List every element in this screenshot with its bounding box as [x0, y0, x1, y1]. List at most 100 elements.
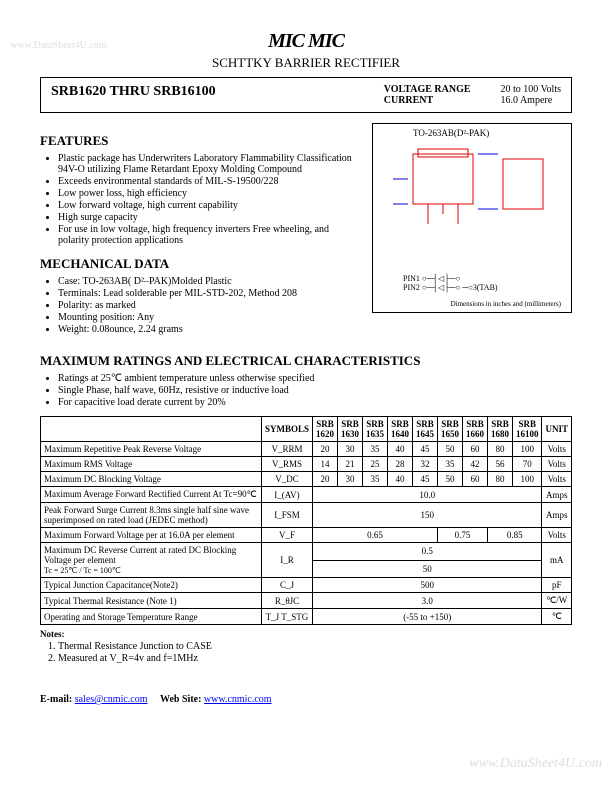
web-link[interactable]: www.cnmic.com	[204, 694, 272, 705]
sym-cell: I_R	[261, 543, 312, 578]
val-cell: 40	[387, 442, 412, 457]
list-item: Polarity: as marked	[58, 300, 362, 311]
list-item: Exceeds environmental standards of MIL-S…	[58, 176, 362, 187]
param-cell: Typical Junction Capacitance(Note2)	[41, 578, 262, 593]
mechanical-heading: MECHANICAL DATA	[40, 256, 362, 272]
val-cell: 0.5	[312, 543, 542, 561]
watermark-top: www.DataSheet4U.com	[10, 40, 107, 51]
sym-cell: V_F	[261, 528, 312, 543]
list-item: Single Phase, half wave, 60Hz, resistive…	[58, 385, 572, 396]
val-cell: 50	[312, 560, 542, 578]
sym-cell: V_RRM	[261, 442, 312, 457]
val-cell: 35	[362, 472, 387, 487]
val-cell: 21	[337, 457, 362, 472]
col-part: SRB1630	[337, 417, 362, 442]
unit-cell: Volts	[542, 472, 572, 487]
unit-cell: ℃	[542, 609, 572, 625]
param-cell: Maximum RMS Voltage	[41, 457, 262, 472]
unit-cell: Volts	[542, 442, 572, 457]
list-item: Case: TO-263AB( D²–PAK)Molded Plastic	[58, 276, 362, 287]
param-cell: Operating and Storage Temperature Range	[41, 609, 262, 625]
part-range: SRB1620 THRU SRB16100	[51, 84, 384, 106]
list-item: Ratings at 25℃ ambient temperature unles…	[58, 373, 572, 384]
val-cell: 150	[312, 503, 542, 528]
voltage-label: VOLTAGE RANGE	[384, 84, 471, 95]
sym-cell: V_DC	[261, 472, 312, 487]
header-box: SRB1620 THRU SRB16100 VOLTAGE RANGE 20 t…	[40, 77, 572, 113]
list-item: Weight: 0.08ounce, 2.24 grams	[58, 324, 362, 335]
col-part: SRB1645	[412, 417, 437, 442]
val-cell: 45	[412, 472, 437, 487]
features-list: Plastic package has Underwriters Laborat…	[58, 153, 362, 246]
list-item: Low power loss, high efficiency	[58, 188, 362, 199]
footer: E-mail: sales@cnmic.com Web Site: www.cn…	[40, 694, 572, 705]
val-cell: 80	[487, 472, 512, 487]
email-link[interactable]: sales@cnmic.com	[75, 694, 148, 705]
col-part: SRB1680	[487, 417, 512, 442]
val-cell: 45	[412, 442, 437, 457]
list-item: Mounting position: Any	[58, 312, 362, 323]
val-cell: 32	[412, 457, 437, 472]
list-item: Low forward voltage, high current capabi…	[58, 200, 362, 211]
sym-cell: V_RMS	[261, 457, 312, 472]
param-cell: Maximum Repetitive Peak Reverse Voltage	[41, 442, 262, 457]
val-cell: 100	[512, 442, 542, 457]
logo-text: MIC MIC	[268, 30, 344, 52]
val-cell: 3.0	[312, 593, 542, 609]
sym-cell: I_FSM	[261, 503, 312, 528]
col-unit: UNIT	[542, 417, 572, 442]
mechanical-list: Case: TO-263AB( D²–PAK)Molded PlasticTer…	[58, 276, 362, 335]
email-label: E-mail:	[40, 694, 72, 705]
val-cell: 35	[362, 442, 387, 457]
val-cell: 40	[387, 472, 412, 487]
val-cell: 30	[337, 442, 362, 457]
param-cell: Peak Forward Surge Current 8.3ms single …	[41, 503, 262, 528]
val-cell: 0.75	[437, 528, 487, 543]
header-specs: VOLTAGE RANGE 20 to 100 Volts CURRENT 16…	[384, 84, 561, 106]
col-param	[41, 417, 262, 442]
package-diagram: TO-263AB(D²-PAK) PIN1 ○─┤◁├─○PIN2 ○─┤◁├─…	[372, 123, 572, 313]
unit-cell: Amps	[542, 487, 572, 503]
val-cell: 60	[462, 442, 487, 457]
param-cell: Maximum Average Forward Rectified Curren…	[41, 487, 262, 503]
unit-cell: Volts	[542, 457, 572, 472]
val-cell: 100	[512, 472, 542, 487]
col-part: SRB1660	[462, 417, 487, 442]
sym-cell: C_J	[261, 578, 312, 593]
pin-symbol: PIN1 ○─┤◁├─○PIN2 ○─┤◁├─○ ─○3(TAB)	[403, 274, 498, 292]
col-symbols: SYMBOLS	[261, 417, 312, 442]
val-cell: 25	[362, 457, 387, 472]
package-label: TO-263AB(D²-PAK)	[413, 128, 489, 138]
unit-cell: pF	[542, 578, 572, 593]
web-label: Web Site:	[160, 694, 201, 705]
unit-cell: mA	[542, 543, 572, 578]
val-cell: 500	[312, 578, 542, 593]
notes-list: Thermal Resistance Junction to CASEMeasu…	[58, 641, 572, 664]
unit-cell: Volts	[542, 528, 572, 543]
val-cell: 50	[437, 442, 462, 457]
current-label: CURRENT	[384, 95, 471, 106]
val-cell: 20	[312, 472, 337, 487]
ratings-table: SYMBOLS SRB1620SRB1630SRB1635SRB1640SRB1…	[40, 416, 572, 625]
notes-title: Notes:	[40, 629, 65, 639]
val-cell: 80	[487, 442, 512, 457]
param-cell: Maximum DC Reverse Current at rated DC B…	[41, 543, 262, 578]
notes-section: Notes: Thermal Resistance Junction to CA…	[40, 629, 572, 664]
val-cell: 0.85	[487, 528, 542, 543]
list-item: Measured at V_R=4v and f=1MHz	[58, 653, 572, 664]
val-cell: 70	[512, 457, 542, 472]
sym-cell: I_(AV)	[261, 487, 312, 503]
val-cell: 60	[462, 472, 487, 487]
col-part: SRB16100	[512, 417, 542, 442]
val-cell: 28	[387, 457, 412, 472]
ratings-heading: MAXIMUM RATINGS AND ELECTRICAL CHARACTER…	[40, 353, 572, 369]
doc-subtitle: SCHTTKY BARRIER RECTIFIER	[40, 55, 572, 71]
val-cell: 20	[312, 442, 337, 457]
val-cell: 35	[437, 457, 462, 472]
list-item: Plastic package has Underwriters Laborat…	[58, 153, 362, 175]
col-part: SRB1650	[437, 417, 462, 442]
list-item: For capacitive load derate current by 20…	[58, 397, 572, 408]
val-cell: 56	[487, 457, 512, 472]
col-part: SRB1635	[362, 417, 387, 442]
sym-cell: R_θJC	[261, 593, 312, 609]
